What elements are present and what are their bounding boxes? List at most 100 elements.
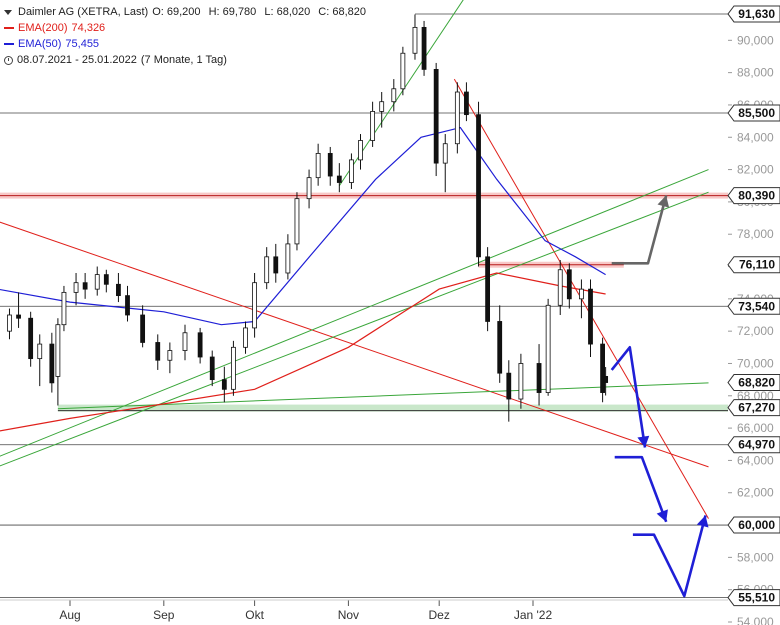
ema50-swatch-icon	[4, 43, 14, 45]
candle-body[interactable]	[55, 324, 61, 377]
candle-body[interactable]	[336, 175, 342, 183]
projection-arrow	[614, 455, 668, 523]
candle-body[interactable]	[557, 269, 563, 306]
x-tick-label: Dez	[429, 608, 450, 622]
ema50-line	[0, 126, 606, 326]
candle-body[interactable]	[370, 111, 376, 141]
candle-body[interactable]	[94, 274, 100, 290]
candle-body[interactable]	[536, 363, 542, 393]
support-zone	[57, 404, 728, 412]
price-tag-label: 55,510	[738, 591, 775, 605]
low-value: L: 68,020	[264, 6, 311, 18]
candle-body[interactable]	[518, 363, 524, 400]
candle-body[interactable]	[294, 198, 300, 245]
price-tag-label: 73,540	[738, 299, 775, 313]
candle-body[interactable]	[476, 114, 481, 258]
candle-body[interactable]	[197, 332, 203, 358]
candle-body[interactable]	[454, 91, 460, 145]
candle-body[interactable]	[116, 283, 121, 297]
candle-body[interactable]	[140, 314, 146, 343]
candle-body[interactable]	[273, 256, 279, 274]
price-tag-box	[727, 187, 780, 205]
candle-body[interactable]	[49, 343, 55, 384]
trendline	[0, 169, 709, 457]
candle-body[interactable]	[125, 295, 130, 316]
price-tag-box	[727, 436, 780, 454]
price-tag: 91,630	[727, 5, 780, 23]
candle-body[interactable]	[209, 356, 215, 381]
y-tick-label: 82,000	[737, 163, 774, 177]
candle-body[interactable]	[167, 350, 173, 361]
price-tag: 67,270	[727, 399, 780, 417]
candle-body[interactable]	[588, 288, 593, 345]
candle-body[interactable]	[264, 256, 270, 284]
legend-ema50-row[interactable]: EMA(50) 75,455	[4, 36, 371, 52]
high-value: H: 69,780	[208, 6, 257, 18]
candle-body[interactable]	[412, 26, 418, 54]
y-tick-label: 90,000	[737, 33, 774, 47]
candle-body[interactable]	[28, 317, 34, 360]
price-tag-box	[727, 297, 780, 315]
candle-body[interactable]	[7, 314, 12, 332]
candle-body[interactable]	[285, 243, 291, 274]
ema50-value: 75,455	[65, 38, 100, 50]
y-tick-label: 62,000	[737, 486, 774, 500]
candle-body[interactable]	[243, 327, 248, 348]
y-tick-label: 70,000	[737, 356, 774, 370]
candle-body[interactable]	[73, 282, 79, 293]
candle-body[interactable]	[306, 177, 312, 200]
candle-body[interactable]	[442, 143, 448, 164]
price-tag: 64,970	[727, 436, 780, 454]
price-tag: 55,510	[727, 589, 780, 607]
price-tag-box	[727, 399, 780, 417]
candle-body[interactable]	[545, 304, 551, 393]
price-tag: 60,000	[727, 516, 780, 534]
candle-body[interactable]	[433, 69, 439, 164]
legend-ema200-row[interactable]: EMA(200) 74,326	[4, 20, 371, 36]
x-tick-label: Nov	[338, 608, 359, 622]
candle-body[interactable]	[315, 153, 321, 179]
candle-body[interactable]	[82, 282, 88, 290]
y-tick-label: 58,000	[737, 550, 774, 564]
candle-body[interactable]	[464, 91, 469, 116]
y-tick-label: 54,000	[737, 615, 774, 625]
candle-body[interactable]	[603, 375, 609, 383]
ema200-value: 74,326	[71, 22, 106, 34]
price-tag-label: 76,110	[739, 258, 775, 272]
candle-body[interactable]	[61, 291, 67, 326]
candle-body[interactable]	[16, 314, 21, 319]
candle-body[interactable]	[506, 372, 512, 400]
x-tick-label: Aug	[59, 608, 80, 622]
price-tag-box	[727, 589, 780, 607]
candle-body[interactable]	[327, 153, 333, 177]
candle-body[interactable]	[421, 26, 427, 70]
y-tick-label: 64,000	[737, 453, 774, 467]
chart-legend: Daimler AG (XETRA, Last) O: 69,200 H: 69…	[4, 4, 371, 68]
candle-body[interactable]	[37, 343, 43, 360]
trendline	[0, 191, 709, 467]
ema200-line	[0, 272, 606, 432]
candle-body[interactable]	[400, 52, 406, 90]
candle-body[interactable]	[391, 88, 397, 103]
candle-body[interactable]	[252, 282, 257, 329]
candle-body[interactable]	[155, 342, 161, 361]
arrowhead-icon	[637, 435, 650, 448]
candle-body[interactable]	[231, 346, 236, 390]
candle-body[interactable]	[182, 332, 188, 351]
candle-body[interactable]	[221, 379, 227, 390]
ohlc-values: O: 69,200 H: 69,780 L: 68,020 C: 68,820	[152, 4, 371, 20]
candle-body[interactable]	[358, 140, 363, 161]
candle-body[interactable]	[379, 101, 385, 112]
candle-body[interactable]	[579, 288, 584, 300]
candle-body[interactable]	[349, 159, 354, 183]
candle-body[interactable]	[485, 256, 491, 322]
candle-body[interactable]	[600, 343, 606, 393]
collapse-caret-icon[interactable]	[4, 9, 12, 15]
y-tick-label: 88,000	[737, 66, 774, 80]
candle-body[interactable]	[103, 274, 109, 285]
price-tag-label: 67,270	[738, 401, 775, 415]
candle-body[interactable]	[566, 269, 572, 300]
candle-body[interactable]	[497, 321, 503, 374]
